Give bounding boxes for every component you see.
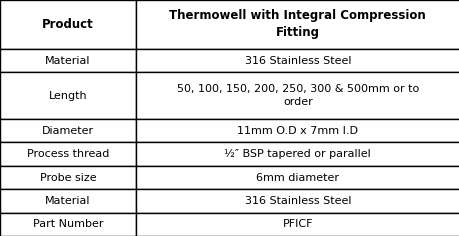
- Text: 50, 100, 150, 200, 250, 300 & 500mm or to
order: 50, 100, 150, 200, 250, 300 & 500mm or t…: [176, 84, 418, 107]
- Text: Part Number: Part Number: [33, 219, 103, 229]
- Text: PFICF: PFICF: [282, 219, 313, 229]
- Text: Material: Material: [45, 196, 90, 206]
- Text: Product: Product: [42, 18, 94, 31]
- Text: Length: Length: [49, 91, 87, 101]
- Bar: [135, 49, 459, 72]
- Text: Diameter: Diameter: [42, 126, 94, 136]
- Bar: [135, 189, 459, 213]
- Text: 6mm diameter: 6mm diameter: [256, 173, 339, 182]
- Bar: [135, 0, 459, 49]
- Text: Probe size: Probe size: [39, 173, 96, 182]
- Bar: [0, 213, 135, 236]
- Bar: [0, 119, 135, 143]
- Bar: [0, 166, 135, 189]
- Bar: [135, 166, 459, 189]
- Bar: [135, 72, 459, 119]
- Text: ½″ BSP tapered or parallel: ½″ BSP tapered or parallel: [224, 149, 370, 159]
- Text: Process thread: Process thread: [27, 149, 109, 159]
- Bar: [135, 143, 459, 166]
- Text: Material: Material: [45, 56, 90, 66]
- Bar: [135, 213, 459, 236]
- Text: 316 Stainless Steel: 316 Stainless Steel: [244, 196, 350, 206]
- Text: 11mm O.D x 7mm I.D: 11mm O.D x 7mm I.D: [237, 126, 358, 136]
- Bar: [0, 143, 135, 166]
- Text: 316 Stainless Steel: 316 Stainless Steel: [244, 56, 350, 66]
- Bar: [135, 119, 459, 143]
- Bar: [0, 0, 135, 49]
- Bar: [0, 72, 135, 119]
- Bar: [0, 189, 135, 213]
- Text: Thermowell with Integral Compression
Fitting: Thermowell with Integral Compression Fit…: [169, 9, 425, 39]
- Bar: [0, 49, 135, 72]
